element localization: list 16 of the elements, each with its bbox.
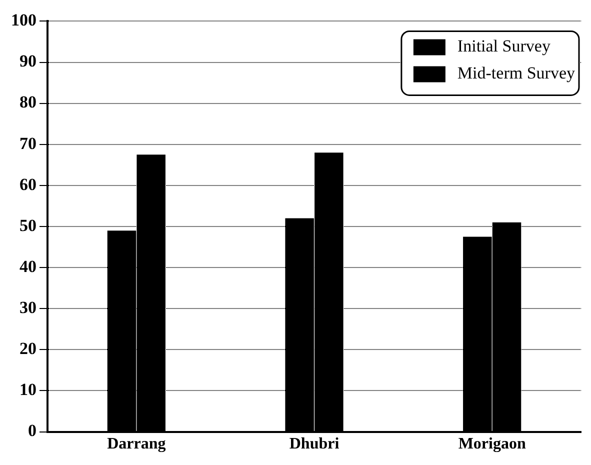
legend-label: Initial Survey	[457, 36, 551, 56]
x-tick-label: Morigaon	[458, 436, 526, 453]
y-tick-label: 80	[20, 92, 36, 112]
y-tick-label: 20	[20, 339, 36, 358]
y-tick-label: 60	[20, 174, 36, 194]
y-tick-label: 100	[11, 10, 36, 30]
legend-label: Mid-term Survey	[457, 64, 576, 83]
y-tick-label: 50	[20, 216, 36, 235]
y-tick-label: 40	[20, 256, 36, 276]
y-tick-label: 0	[28, 421, 36, 440]
y-tick-label: 90	[20, 52, 36, 71]
y-tick-label: 10	[20, 380, 36, 400]
x-tick-label: Dhubri	[289, 436, 340, 453]
y-tick-label: 30	[20, 298, 36, 318]
x-tick-label: Darrang	[107, 436, 166, 453]
y-tick-label: 70	[20, 134, 36, 153]
